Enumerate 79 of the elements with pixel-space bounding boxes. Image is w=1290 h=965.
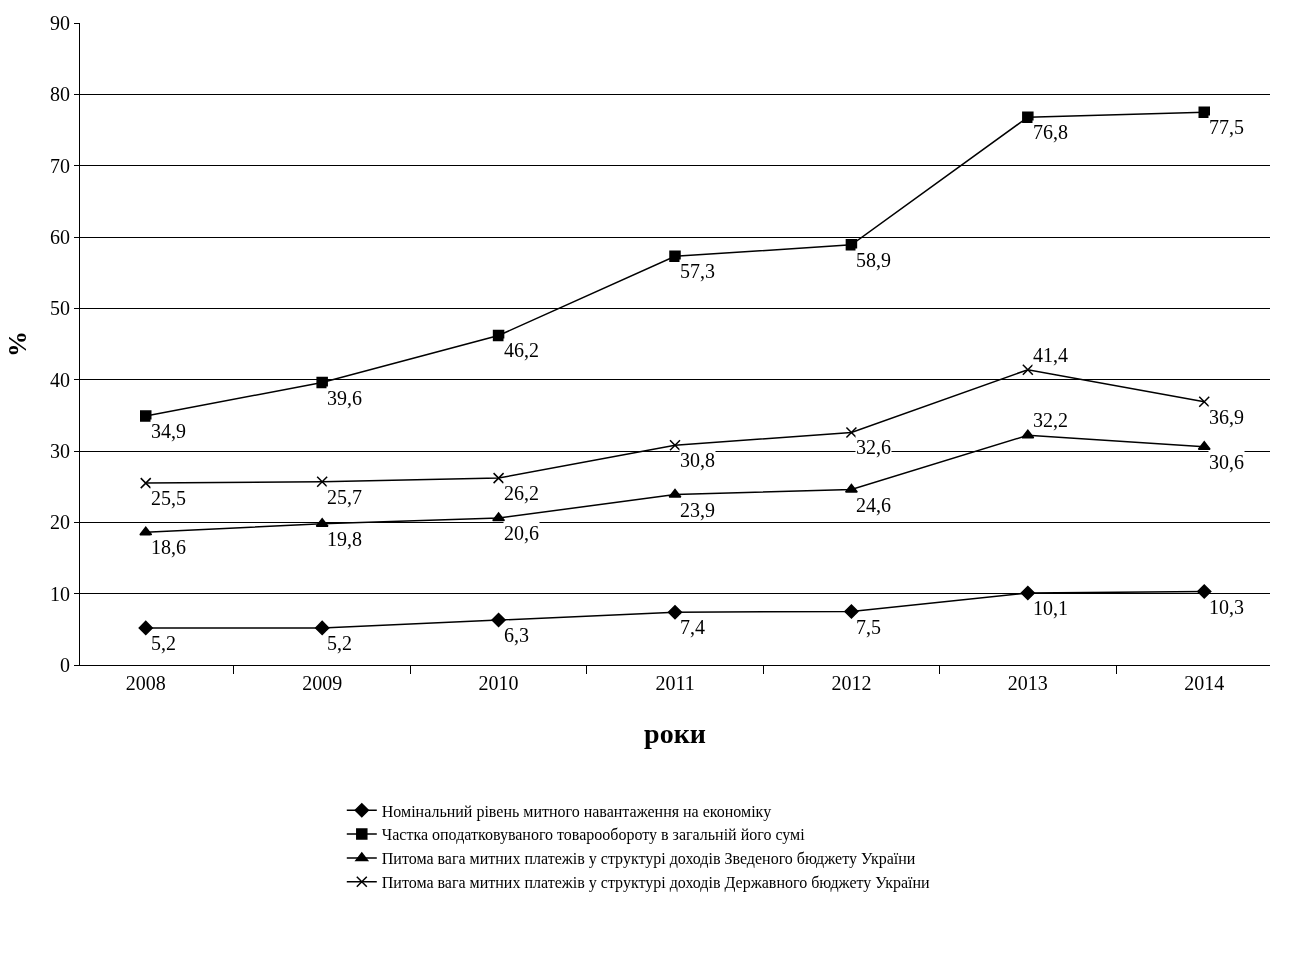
- point: [667, 604, 683, 620]
- data-label: 76,8: [1033, 121, 1068, 143]
- point: [1021, 429, 1035, 439]
- y-axis-title: %: [3, 331, 33, 357]
- data-label: 24,6: [856, 494, 891, 516]
- point: [139, 526, 153, 536]
- point: [668, 488, 682, 498]
- y-tick-label: 40: [50, 368, 70, 391]
- data-label: 77,5: [1209, 116, 1244, 138]
- data-label: 25,7: [327, 486, 362, 508]
- y-tick-label: 20: [50, 511, 70, 534]
- data-label: 32,6: [856, 436, 891, 458]
- legend-label: Питома вага митних платежів у структурі доходів Зведеного бюджету України: [381, 850, 916, 869]
- x-tick-label: 2013: [1007, 672, 1048, 694]
- point: [315, 518, 329, 528]
- point: [491, 612, 506, 628]
- data-label: 26,2: [504, 482, 539, 504]
- point: [844, 604, 859, 619]
- point: [669, 439, 681, 452]
- point: [844, 483, 858, 493]
- data-label: 6,3: [504, 624, 529, 646]
- x-tick-label: 2012: [831, 672, 872, 694]
- point: [1022, 111, 1034, 123]
- point: [492, 329, 505, 342]
- point: [1020, 585, 1036, 601]
- x-tick-label: 2010: [478, 672, 519, 694]
- data-label: 58,9: [856, 249, 891, 271]
- x-axis-title: роки: [644, 718, 706, 750]
- data-label: 18,6: [151, 536, 186, 558]
- y-tick-label: 90: [50, 12, 70, 34]
- data-label: 36,9: [1209, 406, 1244, 428]
- data-label: 5,2: [327, 632, 352, 654]
- point: [492, 512, 506, 522]
- point: [1198, 396, 1210, 408]
- data-label: 41,4: [1033, 344, 1068, 366]
- y-tick-label: 0: [60, 654, 70, 676]
- data-label: 32,2: [1033, 409, 1068, 431]
- point: [1197, 440, 1211, 450]
- point: [140, 410, 152, 422]
- y-tick-label: 60: [50, 226, 70, 248]
- point: [316, 475, 328, 488]
- y-tick-label: 80: [50, 83, 70, 106]
- point: [845, 239, 858, 251]
- data-label: 5,2: [151, 632, 176, 654]
- data-label: 46,2: [504, 339, 539, 361]
- point: [1197, 584, 1212, 599]
- point: [492, 472, 505, 484]
- point: [1022, 363, 1034, 376]
- data-label: 19,8: [327, 528, 362, 550]
- data-label: 10,3: [1209, 596, 1244, 618]
- legend-label: Частка оподатковуваного товарообороту в загальній його сумі: [381, 826, 806, 845]
- point: [316, 376, 328, 389]
- data-label: 23,9: [680, 499, 715, 521]
- y-tick-label: 70: [50, 154, 70, 177]
- data-label: 39,6: [327, 387, 362, 409]
- point: [669, 250, 681, 263]
- x-tick-label: 2009: [302, 672, 343, 694]
- y-tick-label: 30: [50, 440, 70, 462]
- data-label: 20,6: [504, 522, 539, 544]
- point: [845, 426, 858, 439]
- data-label: 7,4: [680, 616, 705, 638]
- data-label: 30,8: [680, 449, 715, 471]
- x-tick-label: 2008: [125, 672, 166, 694]
- data-label: 10,1: [1033, 597, 1068, 619]
- y-tick-label: 10: [50, 582, 70, 605]
- data-label: 57,3: [680, 260, 715, 282]
- point: [140, 477, 152, 489]
- y-tick-label: 50: [50, 297, 70, 320]
- x-tick-label: 2014: [1184, 672, 1225, 694]
- data-label: 30,6: [1209, 451, 1244, 473]
- legend-label: Номінальний рівень митного навантаження на економіку: [381, 802, 772, 821]
- point: [138, 620, 153, 636]
- point: [314, 620, 330, 636]
- point: [1198, 106, 1210, 118]
- x-tick-label: 2011: [655, 672, 695, 694]
- data-label: 7,5: [856, 616, 881, 638]
- data-label: 34,9: [151, 420, 186, 442]
- legend-label: Питома вага митних платежів у структурі доходів Державного бюджету України: [381, 873, 931, 892]
- data-label: 25,5: [151, 487, 186, 509]
